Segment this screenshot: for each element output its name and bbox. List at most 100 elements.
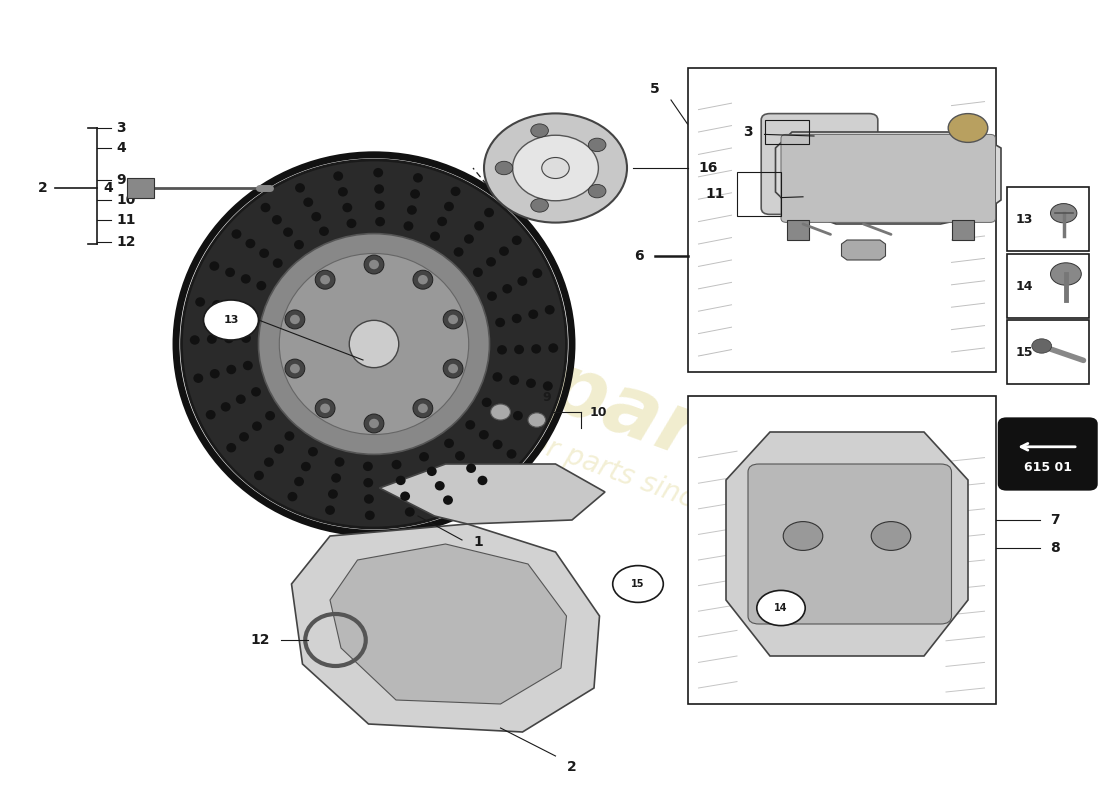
Text: 7: 7 [1050, 513, 1060, 527]
Ellipse shape [444, 438, 454, 448]
Ellipse shape [290, 314, 300, 324]
Ellipse shape [444, 202, 454, 211]
Ellipse shape [212, 300, 222, 310]
Ellipse shape [241, 334, 251, 343]
Text: 4: 4 [117, 141, 126, 155]
Ellipse shape [265, 301, 275, 310]
Ellipse shape [227, 365, 236, 374]
Circle shape [871, 522, 911, 550]
Ellipse shape [480, 338, 490, 348]
Text: a passion for parts since: a passion for parts since [385, 377, 715, 519]
Circle shape [1050, 262, 1081, 286]
Ellipse shape [448, 314, 458, 324]
Text: 6: 6 [634, 249, 643, 263]
Ellipse shape [294, 240, 304, 250]
Ellipse shape [384, 428, 394, 438]
Bar [952, 220, 974, 240]
Ellipse shape [474, 221, 484, 230]
Bar [764, 120, 808, 144]
Ellipse shape [298, 258, 308, 267]
Ellipse shape [473, 267, 483, 277]
Ellipse shape [227, 443, 236, 453]
Ellipse shape [529, 418, 539, 426]
Ellipse shape [507, 450, 517, 458]
Ellipse shape [363, 462, 373, 471]
Ellipse shape [466, 390, 476, 399]
Ellipse shape [265, 411, 275, 421]
Ellipse shape [251, 387, 261, 397]
Ellipse shape [588, 184, 606, 198]
Ellipse shape [509, 375, 519, 385]
Ellipse shape [194, 374, 204, 383]
Ellipse shape [272, 215, 282, 225]
Ellipse shape [350, 320, 398, 368]
Ellipse shape [368, 418, 378, 428]
Text: 3: 3 [742, 125, 752, 139]
Ellipse shape [364, 494, 374, 504]
Ellipse shape [404, 440, 414, 450]
Text: 8: 8 [1050, 541, 1060, 555]
Ellipse shape [326, 506, 336, 515]
Text: 2: 2 [566, 760, 576, 774]
Ellipse shape [478, 430, 488, 439]
Ellipse shape [466, 287, 476, 297]
Ellipse shape [403, 238, 412, 247]
FancyBboxPatch shape [781, 134, 996, 222]
Ellipse shape [512, 314, 521, 323]
Text: 10: 10 [590, 406, 607, 418]
Ellipse shape [433, 405, 443, 414]
Ellipse shape [456, 306, 466, 315]
Ellipse shape [316, 399, 336, 418]
Ellipse shape [329, 421, 339, 430]
Ellipse shape [513, 135, 598, 201]
Ellipse shape [206, 410, 216, 419]
Ellipse shape [517, 277, 527, 286]
Ellipse shape [428, 250, 438, 258]
Ellipse shape [396, 476, 406, 485]
Ellipse shape [484, 208, 494, 218]
Bar [737, 172, 781, 216]
Ellipse shape [316, 270, 336, 289]
Ellipse shape [320, 275, 330, 285]
Polygon shape [379, 464, 605, 524]
Ellipse shape [392, 460, 402, 470]
Ellipse shape [258, 234, 490, 454]
Bar [688, 396, 996, 704]
Ellipse shape [412, 173, 422, 182]
Ellipse shape [407, 206, 417, 214]
Ellipse shape [285, 310, 305, 329]
Ellipse shape [221, 402, 231, 411]
Polygon shape [726, 432, 968, 656]
Ellipse shape [396, 253, 406, 262]
Ellipse shape [210, 369, 220, 378]
Ellipse shape [495, 318, 505, 327]
Ellipse shape [368, 250, 378, 259]
Circle shape [204, 300, 258, 340]
Ellipse shape [299, 422, 309, 431]
Ellipse shape [243, 361, 253, 370]
Ellipse shape [434, 481, 444, 490]
Ellipse shape [285, 431, 295, 441]
FancyBboxPatch shape [999, 418, 1097, 490]
Ellipse shape [443, 310, 463, 329]
Ellipse shape [295, 183, 305, 193]
Text: 11: 11 [117, 213, 136, 227]
Ellipse shape [258, 354, 268, 362]
Ellipse shape [254, 470, 264, 480]
Ellipse shape [308, 447, 318, 457]
Polygon shape [330, 544, 566, 704]
Circle shape [1050, 203, 1077, 222]
Circle shape [948, 114, 988, 142]
Bar [688, 68, 996, 372]
Ellipse shape [461, 358, 471, 368]
Ellipse shape [405, 507, 415, 517]
Ellipse shape [451, 411, 461, 421]
Ellipse shape [322, 436, 332, 445]
Ellipse shape [375, 217, 385, 226]
Text: 13: 13 [1015, 213, 1033, 226]
Ellipse shape [195, 298, 205, 306]
Ellipse shape [260, 249, 270, 258]
Circle shape [757, 590, 805, 626]
Ellipse shape [306, 406, 316, 415]
Ellipse shape [531, 198, 549, 212]
